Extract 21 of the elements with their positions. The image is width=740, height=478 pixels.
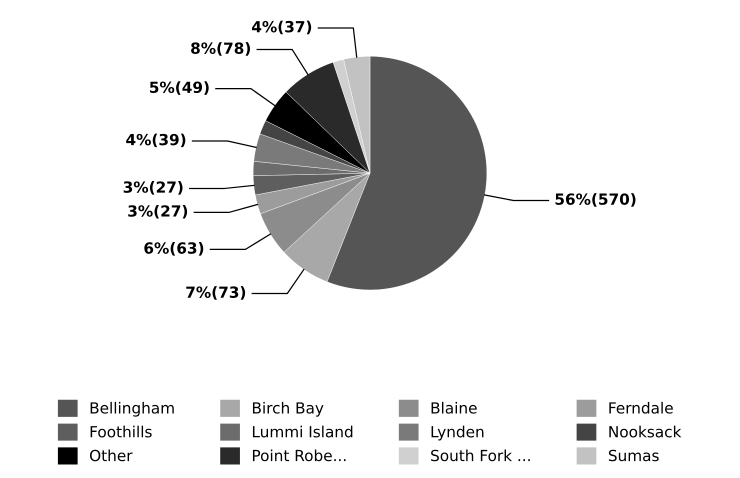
legend-label: Ferndale	[609, 402, 673, 414]
legend-label: Sumas	[608, 450, 659, 462]
legend-label: Bellingham	[90, 402, 174, 417]
legend-label: Birch Bay	[252, 402, 324, 417]
legend-label: Foothills	[90, 426, 152, 438]
legend-label: Lynden	[432, 426, 484, 440]
data-label: 3%(27)	[124, 181, 183, 195]
data-label: 6%(63)	[144, 242, 204, 256]
data-label: 7%(73)	[186, 286, 246, 300]
legend-label: South Fork ...	[431, 449, 530, 462]
data-label: 4%(37)	[252, 20, 312, 34]
legend-label: Blaine	[432, 402, 477, 414]
data-label: 4%(39)	[126, 134, 186, 148]
legend-label: Nooksack	[609, 426, 682, 438]
legend-label: Lummi Island	[252, 426, 352, 438]
data-label: 5%(49)	[150, 81, 209, 95]
data-label: 3%(27)	[128, 204, 188, 219]
legend-label: Point Robe...	[252, 449, 346, 462]
data-label: 8%(78)	[191, 42, 250, 56]
legend-label: Other	[90, 449, 133, 462]
data-label: 56%(570)	[556, 193, 636, 207]
